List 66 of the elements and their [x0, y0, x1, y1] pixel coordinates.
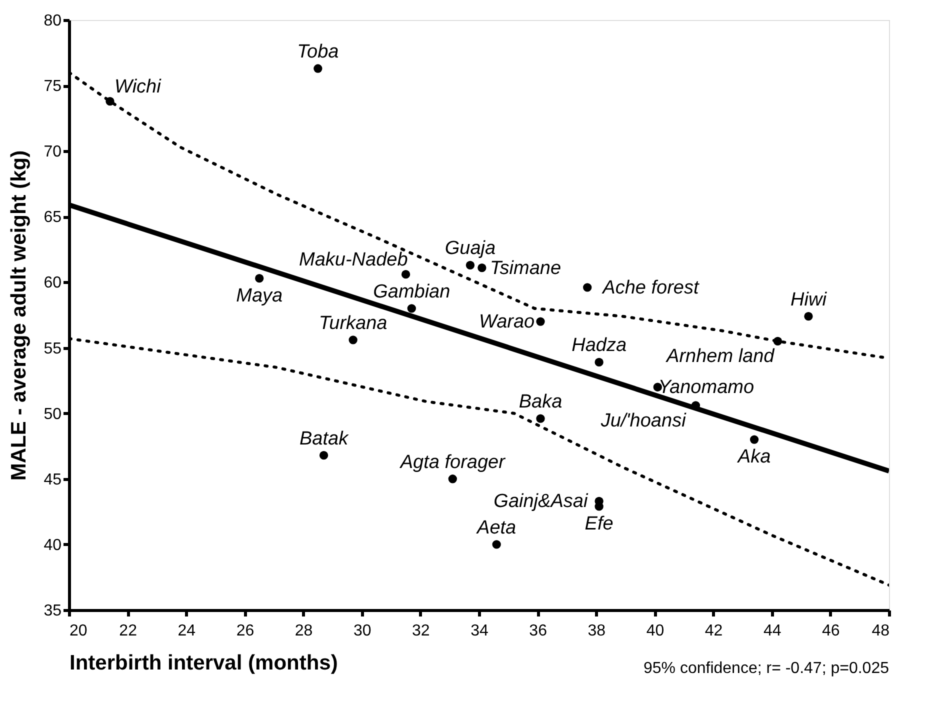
- x-tick-label: 22: [119, 622, 138, 640]
- x-axis-title: Interbirth interval (months): [70, 652, 338, 674]
- y-tick-label: 70: [44, 144, 62, 161]
- point: [319, 450, 328, 460]
- x-tick-label: 30: [353, 622, 372, 640]
- series-label: Hadza: [572, 335, 627, 356]
- series-label: Turkana: [318, 312, 388, 334]
- y-tick-label: 60: [44, 274, 62, 292]
- x-tick-label: 44: [763, 622, 782, 640]
- x-tick-label: 32: [412, 622, 430, 640]
- series-label: Gainj&Asai: [494, 491, 588, 512]
- point: [536, 414, 545, 423]
- series-label: Warao: [478, 312, 535, 333]
- point: [314, 64, 322, 73]
- x-tick-label: 24: [178, 622, 196, 640]
- x-tick-label: 38: [588, 622, 606, 640]
- y-tick-label: 75: [44, 78, 62, 96]
- point: [478, 263, 486, 272]
- y-tick-label: 55: [44, 340, 62, 358]
- point: [448, 474, 457, 484]
- point: [407, 304, 416, 313]
- series-label: Guaja: [444, 238, 496, 260]
- x-tick-label: 34: [470, 622, 488, 640]
- x-tick-label: 26: [236, 622, 254, 640]
- series-label: Toba: [297, 42, 339, 63]
- series-label: Maya: [236, 285, 283, 306]
- series-label: Yanomamo: [658, 377, 754, 398]
- point: [583, 283, 592, 292]
- x-tick-label: 36: [529, 622, 548, 640]
- series-label: Aeta: [476, 517, 516, 538]
- series-label: Gambian: [373, 281, 450, 302]
- point: [804, 312, 813, 321]
- y-tick-label: 40: [44, 536, 62, 554]
- point: [466, 260, 475, 270]
- x-tick-label: 42: [704, 622, 723, 640]
- x-tick-label: 28: [294, 622, 313, 640]
- text: 95% confidence; r= -0.47; p=0.025: [643, 660, 890, 677]
- y-axis-title: MALE - average adult weight (kg): [8, 150, 31, 481]
- y-tick-label: 35: [44, 602, 62, 620]
- series-label: Wichi: [114, 76, 162, 98]
- point: [750, 435, 759, 444]
- y-tick-label: 50: [44, 406, 62, 423]
- y-tick-label: 45: [44, 471, 62, 488]
- series-label: Ju/'hoansi: [600, 410, 687, 432]
- point: [348, 336, 358, 344]
- series-label: Arnhem land: [666, 346, 776, 368]
- series-label: Ache forest: [602, 277, 700, 298]
- x-tick-label: 40: [646, 622, 664, 640]
- series-label: Batak: [299, 428, 350, 450]
- point: [536, 317, 545, 326]
- point: [492, 540, 501, 549]
- y-tick-label: 80: [44, 12, 62, 30]
- point: [401, 270, 410, 279]
- point: [255, 274, 264, 283]
- series-label: Hiwi: [790, 289, 828, 310]
- series-label: Aka: [736, 446, 771, 468]
- point: [594, 358, 604, 367]
- series-label: Tsimane: [490, 258, 562, 279]
- x-tick-label: 48: [872, 622, 890, 640]
- x-tick-label: 46: [822, 622, 840, 640]
- series-label: Efe: [584, 513, 614, 534]
- series-label: Baka: [518, 392, 562, 413]
- y-tick-label: 65: [44, 209, 62, 226]
- x-tick-label: 20: [70, 622, 88, 640]
- series-label: Agta forager: [399, 452, 506, 473]
- series-label: Maku-Nadeb: [298, 249, 408, 270]
